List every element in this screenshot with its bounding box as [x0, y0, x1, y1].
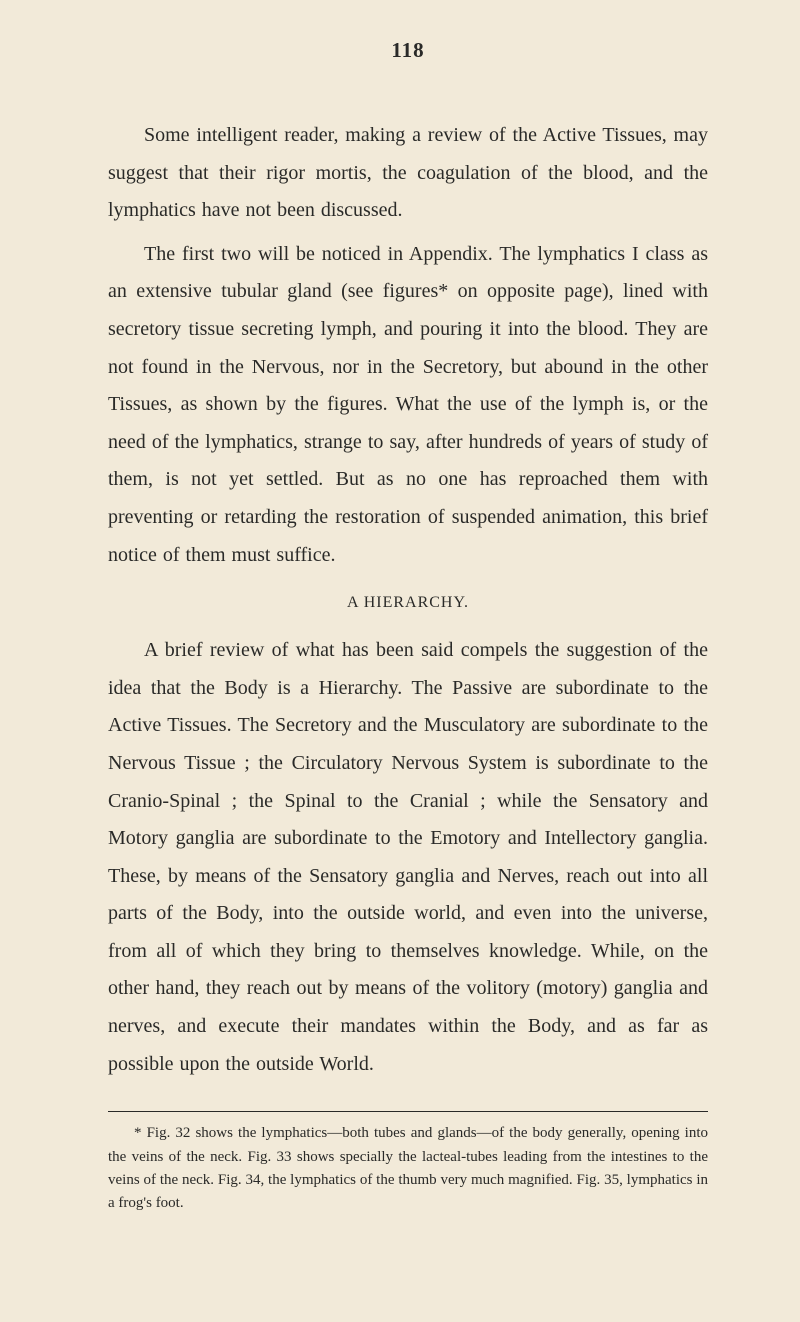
paragraph-3: A brief review of what has been said com…: [108, 632, 708, 1083]
section-heading: A HIERARCHY.: [108, 594, 708, 612]
footnote-rule: [108, 1111, 708, 1112]
page: 118 Some intelligent reader, making a re…: [0, 0, 800, 1322]
footnote: * Fig. 32 shows the lymphatics—both tube…: [108, 1122, 708, 1215]
page-number: 118: [108, 38, 708, 63]
paragraph-1: Some intelligent reader, making a review…: [108, 117, 708, 230]
paragraph-2: The first two will be noticed in Appendi…: [108, 236, 708, 574]
